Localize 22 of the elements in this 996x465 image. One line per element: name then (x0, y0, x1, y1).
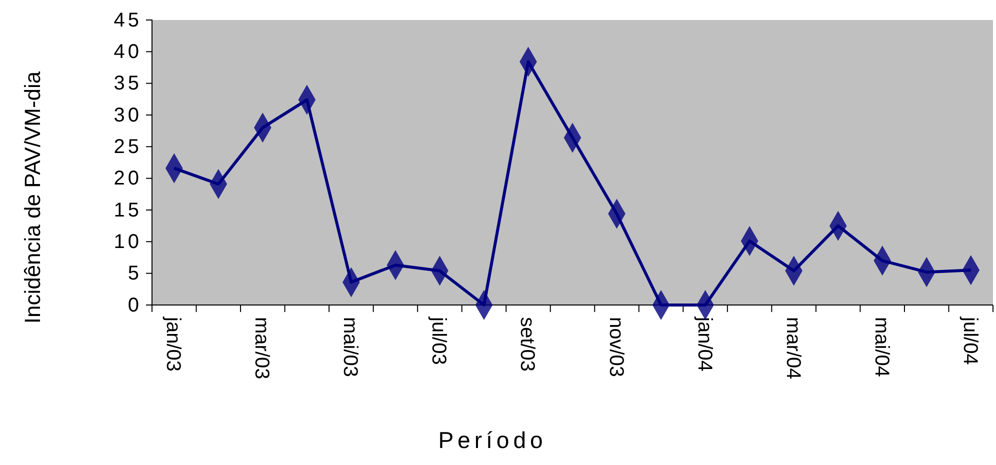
x-tick-label: mai/04 (870, 317, 892, 378)
y-tick-label: 45 (114, 9, 142, 32)
y-tick-label: 25 (114, 136, 142, 158)
x-tick-label: mai/03 (339, 317, 362, 378)
y-tick-label: 0 (128, 294, 142, 316)
y-axis-title: Incidência de PAV/VM-dia (20, 70, 45, 324)
x-tick-label: jan/04 (693, 316, 716, 372)
y-tick-label: 35 (114, 72, 142, 95)
y-tick-label: 5 (128, 262, 142, 285)
x-tick-label: mar/03 (250, 317, 273, 380)
y-tick-label: 40 (114, 41, 142, 64)
x-tick-label: jul/04 (958, 316, 981, 365)
x-tick-label: mar/04 (782, 317, 804, 380)
y-tick-label: 20 (114, 168, 142, 190)
x-tick-label: jan/03 (162, 316, 184, 372)
y-tick-label: 30 (114, 104, 142, 126)
x-tick-label: jul/03 (428, 316, 450, 365)
x-tick-label: set/03 (516, 317, 538, 372)
x-axis-title: Período (438, 427, 547, 453)
y-tick-label: 10 (114, 231, 142, 254)
y-tick-label: 15 (114, 199, 142, 222)
x-tick-label: nov/03 (604, 317, 627, 378)
